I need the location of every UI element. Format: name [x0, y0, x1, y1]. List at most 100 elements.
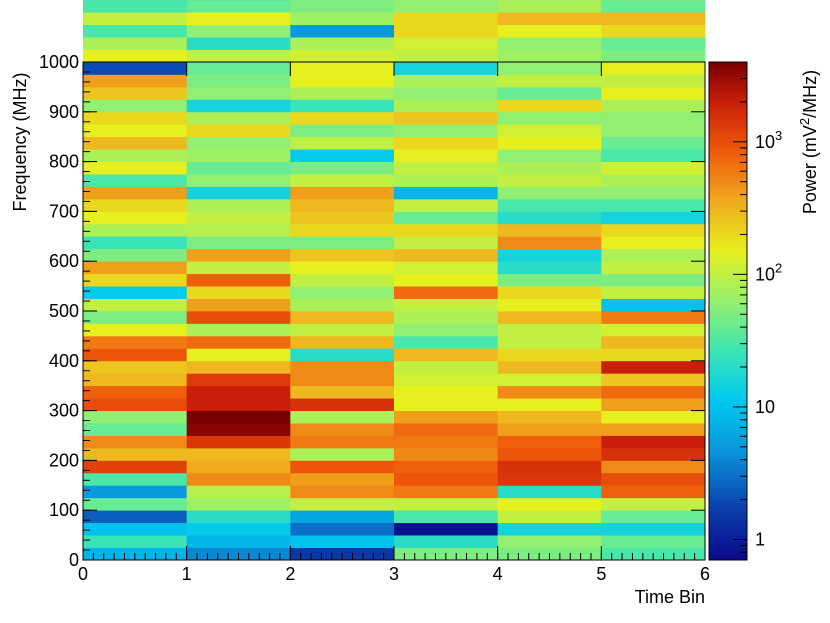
- heatmap-cell: [497, 186, 602, 200]
- x-tick-label: 6: [700, 564, 710, 584]
- heatmap-cell: [497, 497, 602, 511]
- heatmap-cell: [601, 37, 706, 50]
- heatmap-cell: [601, 298, 706, 312]
- heatmap-cell: [83, 12, 188, 26]
- heatmap-cell: [394, 236, 499, 250]
- heatmap-cell: [601, 74, 706, 88]
- heatmap-cell: [394, 124, 499, 138]
- heatmap-cell: [497, 373, 602, 387]
- heatmap-cell: [394, 37, 499, 50]
- heatmap-cell: [186, 472, 291, 486]
- heatmap-cell: [601, 497, 706, 511]
- colorbar-tick-label: 1: [755, 529, 765, 549]
- heatmap-cell: [601, 161, 706, 175]
- heatmap-cell: [186, 174, 291, 187]
- heatmap-cell: [394, 323, 499, 337]
- heatmap-cell: [394, 261, 499, 275]
- heatmap-cell: [290, 485, 395, 499]
- heatmap-cell: [186, 12, 291, 26]
- heatmap-cell: [394, 311, 499, 324]
- heatmap-cell: [186, 236, 291, 250]
- heatmap-cell: [497, 510, 602, 524]
- heatmap-cell: [394, 248, 499, 262]
- heatmap-cell: [497, 385, 602, 399]
- heatmap-cell: [497, 410, 602, 424]
- y-tick-label: 0: [69, 550, 79, 570]
- y-tick-label: 700: [49, 201, 79, 221]
- heatmap-cell: [83, 236, 188, 250]
- y-tick-label: 900: [49, 102, 79, 122]
- heatmap-cell: [186, 211, 291, 225]
- heatmap-cell: [290, 423, 395, 436]
- heatmap-cell: [83, 0, 188, 13]
- heatmap-cell: [394, 286, 499, 299]
- heatmap-cell: [290, 447, 395, 461]
- heatmap-cell: [83, 49, 188, 63]
- heatmap-cell: [290, 323, 395, 337]
- heatmap-cell: [497, 522, 602, 536]
- heatmap-cell: [83, 286, 188, 299]
- heatmap-cell: [601, 111, 706, 125]
- heatmap-cell: [601, 311, 706, 324]
- heatmap-cell: [83, 198, 188, 212]
- heatmap-cell: [601, 223, 706, 237]
- heatmap-cell: [290, 186, 395, 200]
- heatmap-cell: [394, 211, 499, 225]
- heatmap-cell: [83, 273, 188, 287]
- heatmap-cell: [394, 535, 499, 548]
- heatmap-cell: [290, 223, 395, 237]
- heatmap-cell: [601, 198, 706, 212]
- heatmap-cell: [497, 311, 602, 324]
- heatmap-cell: [290, 37, 395, 50]
- y-tick-label: 200: [49, 450, 79, 470]
- heatmap-cell: [83, 223, 188, 237]
- heatmap-cell: [186, 447, 291, 461]
- heatmap-cell: [186, 485, 291, 499]
- heatmap-cell: [290, 410, 395, 424]
- heatmap-cell: [186, 323, 291, 337]
- heatmap-cell: [83, 348, 188, 362]
- heatmap-cell: [394, 111, 499, 125]
- heatmap-cell: [497, 485, 602, 499]
- heatmap-cell: [186, 99, 291, 113]
- heatmap-cell: [290, 111, 395, 125]
- heatmap-cell: [601, 49, 706, 63]
- x-axis: 0 1 2 3 4 5 6: [78, 62, 710, 584]
- heatmap-cell: [290, 298, 395, 312]
- heatmap-cell: [497, 248, 602, 262]
- heatmap-cell: [83, 510, 188, 524]
- heatmap-cell: [601, 398, 706, 411]
- heatmap-cell: [601, 236, 706, 250]
- heatmap-cell: [601, 447, 706, 461]
- heatmap-cell: [290, 12, 395, 26]
- heatmap-cell: [290, 435, 395, 449]
- heatmap-cell: [497, 261, 602, 275]
- heatmap-cell: [186, 0, 291, 13]
- heatmap-cell: [186, 460, 291, 474]
- heatmap-cell: [290, 124, 395, 138]
- heatmap-cell: [394, 24, 499, 38]
- heatmap-cell: [186, 423, 291, 436]
- x-axis-label: Time Bin: [635, 587, 705, 607]
- heatmap-cell: [394, 447, 499, 461]
- heatmap-cell: [497, 323, 602, 337]
- heatmap-cell: [497, 12, 602, 26]
- colorbar-label: Power (mV2/MHz): [797, 70, 820, 214]
- heatmap-cell: [290, 472, 395, 486]
- heatmap-cell: [394, 373, 499, 387]
- heatmap-cell: [186, 124, 291, 138]
- heatmap-cell: [290, 273, 395, 287]
- heatmap-cell: [394, 74, 499, 88]
- heatmap-cell: [186, 248, 291, 262]
- heatmap-cell: [394, 360, 499, 374]
- heatmap-cell: [290, 335, 395, 349]
- heatmap-cell: [497, 348, 602, 362]
- heatmap-cell: [601, 186, 706, 200]
- heatmap-cell: [83, 485, 188, 499]
- heatmap-cell: [290, 398, 395, 411]
- heatmap-cell: [497, 472, 602, 486]
- heatmap-cell: [186, 360, 291, 374]
- heatmap-cell: [186, 149, 291, 162]
- colorbar-tick-label: 102: [755, 260, 782, 284]
- heatmap-cell: [601, 373, 706, 387]
